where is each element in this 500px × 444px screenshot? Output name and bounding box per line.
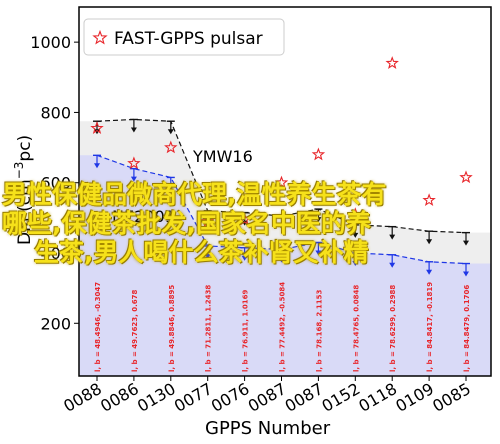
pulsar-star-marker <box>127 156 141 170</box>
ne2001-limit-arrow <box>278 257 285 263</box>
galactic-coord-label: l, b = 49.7623, 0.678 <box>131 290 139 372</box>
legend-label: FAST-GPPS pulsar <box>114 29 263 49</box>
galactic-coord-label: l, b = 49.8846, 0.8895 <box>168 285 176 372</box>
ymw16-limit-arrow <box>352 232 359 238</box>
ymw16-label: YMW16 <box>192 147 253 166</box>
y-axis-label: DM (cm−3pc) <box>12 135 35 245</box>
pulsar-star-marker <box>274 175 289 189</box>
ne2001-label: NE2001 <box>112 207 175 226</box>
legend-star-icon <box>92 29 108 45</box>
pulsar-star-marker <box>200 214 215 228</box>
ymw16-limit-arrow <box>241 220 248 226</box>
galactic-coord-label: l, b = 78.6299, 0.2988 <box>389 285 397 372</box>
y-tick-label: 1000 <box>30 33 71 52</box>
pulsar-star-marker <box>348 207 363 221</box>
y-tick-label: 800 <box>40 103 71 122</box>
ymw16-limit-arrow <box>278 224 285 230</box>
plot-frame <box>78 6 492 377</box>
galactic-coord-label: l, b = 77.4492, -0.5084 <box>279 282 287 372</box>
ne2001-limit-arrow <box>315 250 322 256</box>
y-axis-label-sup: −3 <box>12 162 26 180</box>
pulsar-star-marker <box>311 147 326 161</box>
ymw16-limit-arrow <box>130 127 137 133</box>
ne2001-limit-arrow <box>426 269 433 275</box>
ne2001-limit-arrow <box>167 185 174 191</box>
ne2001-limit-arrow <box>241 255 248 261</box>
galactic-coord-label: l, b = 76.911, 1.0169 <box>242 290 250 372</box>
ne2001-limit-arrow <box>463 271 469 277</box>
y-axis-label-main: DM (cm <box>15 179 35 245</box>
ne2001-limit-arrow <box>94 163 100 169</box>
ne2001-limit-arrow <box>389 262 396 268</box>
ymw16-limit-arrow <box>426 239 433 245</box>
ne2001-limit-arrow <box>204 253 211 259</box>
y-tick-label: 400 <box>40 244 71 263</box>
legend: FAST-GPPS pulsar <box>83 18 285 56</box>
ymw16-limit-arrow <box>315 217 322 223</box>
ymw16-limit-arrow <box>204 218 211 224</box>
y-tick-label: 200 <box>40 314 71 333</box>
galactic-coord-label: l, b = 78.4765, 0.0848 <box>352 285 360 372</box>
galactic-coord-label: l, b = 71.2811, 1.2438 <box>205 285 213 372</box>
pulsar-star-marker <box>90 121 104 134</box>
pulsar-star-marker <box>459 170 473 184</box>
ne2001-limit-arrow <box>352 261 359 266</box>
y-tick-label: 600 <box>40 174 71 193</box>
ymw16-limit-arrow <box>167 129 174 135</box>
galactic-coord-label: l, b = 78.168, 2.1153 <box>315 290 323 372</box>
galactic-coord-label: l, b = 48.4946, -0.3047 <box>94 282 102 372</box>
ne2001-limit-arrow <box>130 176 137 182</box>
galactic-coord-label: l, b = 84.8479, 0.1706 <box>463 285 471 372</box>
galactic-coord-label: l, b = 84.8417, -0.1819 <box>426 282 434 372</box>
ymw16-limit-arrow <box>94 129 100 135</box>
ymw16-limit-arrow <box>463 240 469 246</box>
x-axis-label: GPPS Number <box>205 418 331 439</box>
y-axis-label-tail: pc) <box>15 135 35 162</box>
pulsar-star-marker <box>385 56 399 69</box>
pulsar-star-marker <box>422 193 436 207</box>
pulsar-star-marker <box>164 140 178 154</box>
pulsar-star-marker <box>237 212 252 226</box>
legend-box <box>83 18 285 56</box>
ne2001-region <box>79 155 491 376</box>
ymw16-limit-arrow <box>389 234 396 240</box>
